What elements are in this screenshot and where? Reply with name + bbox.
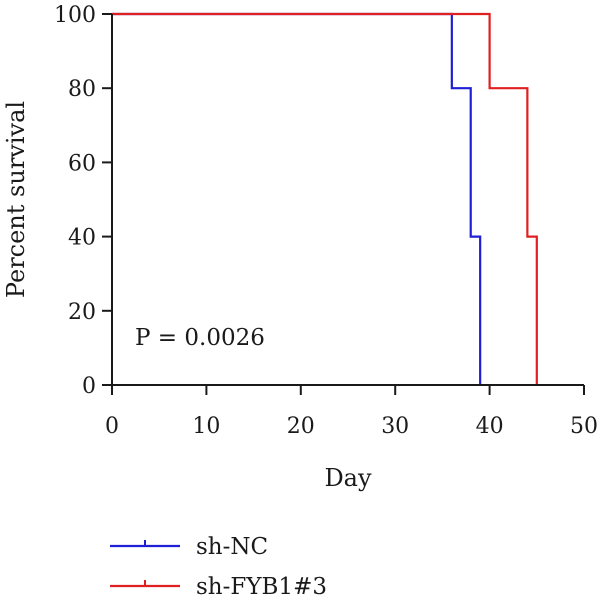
y-ticks: 0 20 40 60 80 100 bbox=[54, 3, 112, 399]
x-tick-label: 20 bbox=[287, 414, 315, 439]
x-tick-label: 30 bbox=[381, 414, 409, 439]
p-value-annotation: P = 0.0026 bbox=[135, 325, 265, 351]
legend-label: sh-NC bbox=[196, 534, 268, 560]
y-tick-label: 100 bbox=[54, 3, 96, 28]
x-tick-label: 40 bbox=[476, 414, 504, 439]
x-tick-label: 10 bbox=[192, 414, 220, 439]
series-layer bbox=[112, 12, 538, 385]
axes-layer bbox=[111, 14, 584, 386]
x-tick-label: 0 bbox=[105, 414, 119, 439]
y-tick-label: 40 bbox=[68, 226, 96, 251]
y-tick-label: 60 bbox=[68, 151, 96, 176]
legend-label: sh-FYB1#3 bbox=[196, 574, 327, 599]
y-tick-label: 0 bbox=[82, 374, 96, 399]
x-axis-title: Day bbox=[324, 464, 372, 492]
y-tick-label: 20 bbox=[68, 300, 96, 325]
y-axis-title: Percent survival bbox=[2, 101, 30, 298]
series-line-2 bbox=[112, 12, 538, 385]
legend: sh-NC sh-FYB1#3 bbox=[110, 534, 327, 599]
y-tick-label: 80 bbox=[68, 77, 96, 102]
x-ticks: 0 10 20 30 40 50 bbox=[105, 385, 598, 439]
x-tick-label: 50 bbox=[570, 414, 598, 439]
